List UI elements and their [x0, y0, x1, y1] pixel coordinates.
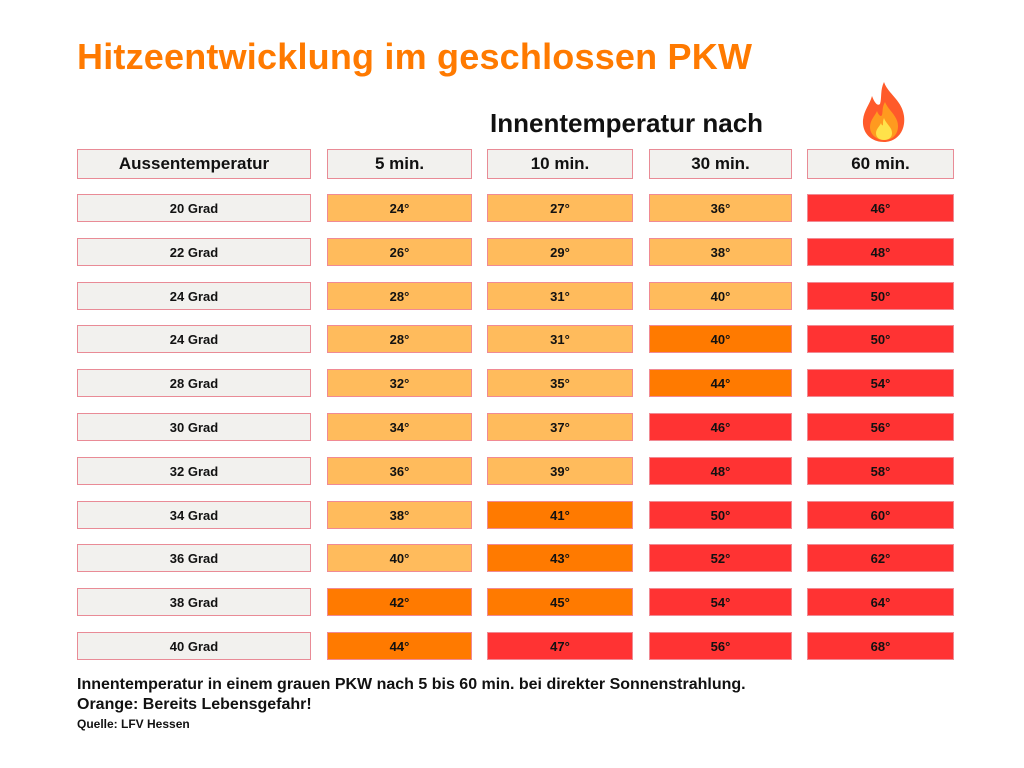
- table-cell: 43°: [487, 544, 633, 572]
- table-cell: 27°: [487, 194, 633, 222]
- table-cell: 26°: [327, 238, 472, 266]
- table-cell: 54°: [649, 588, 792, 616]
- header-column: 10 min.: [487, 149, 633, 179]
- table-cell: 46°: [807, 194, 954, 222]
- table-cell: 48°: [807, 238, 954, 266]
- header-column: 5 min.: [327, 149, 472, 179]
- header-column: 60 min.: [807, 149, 954, 179]
- table-cell: 41°: [487, 501, 633, 529]
- table-cell: 32°: [327, 369, 472, 397]
- row-label: 28 Grad: [77, 369, 311, 397]
- row-label: 32 Grad: [77, 457, 311, 485]
- table-cell: 29°: [487, 238, 633, 266]
- table-cell: 28°: [327, 282, 472, 310]
- table-cell: 39°: [487, 457, 633, 485]
- header-column: 30 min.: [649, 149, 792, 179]
- row-label: 40 Grad: [77, 632, 311, 660]
- table-cell: 64°: [807, 588, 954, 616]
- table-cell: 28°: [327, 325, 472, 353]
- table-cell: 35°: [487, 369, 633, 397]
- table-cell: 50°: [649, 501, 792, 529]
- table-cell: 34°: [327, 413, 472, 441]
- row-label: 34 Grad: [77, 501, 311, 529]
- table-cell: 38°: [649, 238, 792, 266]
- table-cell: 58°: [807, 457, 954, 485]
- footer-source: Quelle: LFV Hessen: [77, 717, 190, 731]
- row-label: 20 Grad: [77, 194, 311, 222]
- page-title: Hitzeentwicklung im geschlossen PKW: [77, 36, 753, 77]
- table-cell: 46°: [649, 413, 792, 441]
- footer-note: Innentemperatur in einem grauen PKW nach…: [77, 676, 746, 693]
- row-label: 24 Grad: [77, 325, 311, 353]
- row-label: 36 Grad: [77, 544, 311, 572]
- table-cell: 24°: [327, 194, 472, 222]
- table-cell: 45°: [487, 588, 633, 616]
- table-cell: 40°: [649, 325, 792, 353]
- table-cell: 62°: [807, 544, 954, 572]
- column-group-heading: Innentemperatur nach: [490, 108, 764, 138]
- table-cell: 54°: [807, 369, 954, 397]
- row-label: 24 Grad: [77, 282, 311, 310]
- table-cell: 50°: [807, 325, 954, 353]
- table-cell: 48°: [649, 457, 792, 485]
- table-cell: 44°: [327, 632, 472, 660]
- table-cell: 50°: [807, 282, 954, 310]
- table-cell: 37°: [487, 413, 633, 441]
- table-cell: 31°: [487, 282, 633, 310]
- row-label: 38 Grad: [77, 588, 311, 616]
- table-cell: 36°: [649, 194, 792, 222]
- table-cell: 38°: [327, 501, 472, 529]
- table-cell: 42°: [327, 588, 472, 616]
- table-cell: 68°: [807, 632, 954, 660]
- fire-icon: [862, 82, 905, 142]
- table-cell: 47°: [487, 632, 633, 660]
- row-label: 22 Grad: [77, 238, 311, 266]
- table-cell: 40°: [327, 544, 472, 572]
- header-aussentemperatur: Aussentemperatur: [77, 149, 311, 179]
- table-cell: 52°: [649, 544, 792, 572]
- table-cell: 56°: [649, 632, 792, 660]
- footer-warning: Orange: Bereits Lebensgefahr!: [77, 696, 312, 713]
- table-cell: 40°: [649, 282, 792, 310]
- row-label: 30 Grad: [77, 413, 311, 441]
- table-cell: 36°: [327, 457, 472, 485]
- table-cell: 44°: [649, 369, 792, 397]
- table-cell: 60°: [807, 501, 954, 529]
- table-cell: 56°: [807, 413, 954, 441]
- table-cell: 31°: [487, 325, 633, 353]
